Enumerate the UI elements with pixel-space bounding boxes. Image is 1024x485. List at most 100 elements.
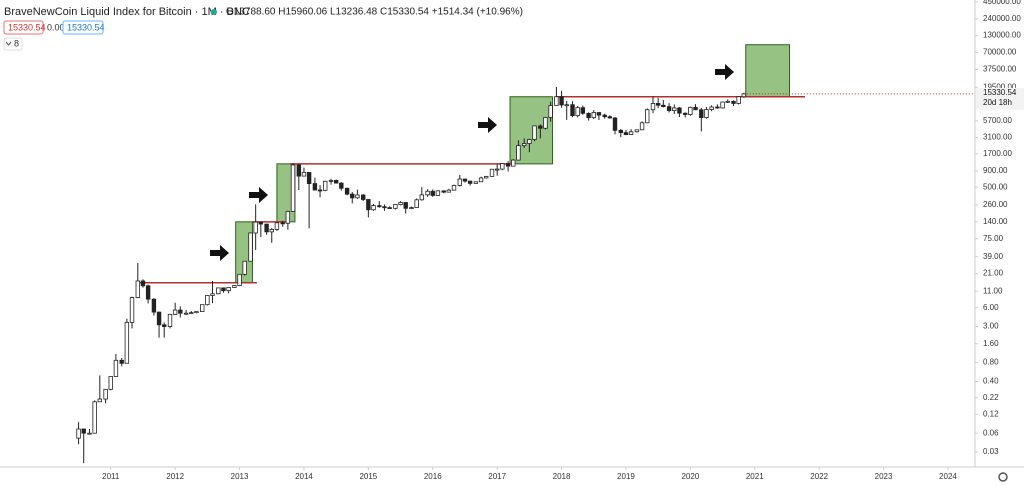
candle-body: [554, 96, 559, 106]
candle-body: [290, 164, 296, 212]
candle-body: [409, 207, 414, 210]
y-tick-label: 3.00: [983, 322, 999, 331]
candle-body: [441, 190, 446, 193]
candle-body: [425, 190, 430, 196]
x-tick-label: 2012: [166, 472, 184, 481]
candle-body: [151, 298, 157, 313]
arrow: [715, 64, 734, 80]
candle-body: [387, 207, 392, 210]
candle-body: [87, 432, 92, 435]
spread: 0.00: [47, 22, 65, 32]
y-tick-label: 140.00: [983, 217, 1008, 226]
candle-body: [532, 125, 537, 140]
x-tick-label: 2019: [617, 472, 635, 481]
candle-body: [628, 131, 634, 135]
candle-body: [167, 313, 173, 327]
sell-badge[interactable]: [3, 20, 44, 35]
candle-body: [591, 112, 596, 119]
candle-body: [414, 199, 419, 209]
candle-body: [361, 194, 366, 200]
candle-body: [221, 287, 226, 292]
candle-body: [248, 232, 253, 262]
candle-body: [226, 287, 231, 292]
candle-body: [178, 309, 183, 314]
price-label: 15330.54: [983, 88, 1017, 97]
candle-body: [92, 401, 97, 434]
candle-body: [430, 190, 435, 196]
y-tick-label: 21.00: [983, 269, 1004, 278]
candle-body: [398, 202, 403, 205]
y-tick-label: 0.12: [983, 409, 999, 418]
candle-body: [709, 106, 714, 110]
candle-body: [232, 285, 237, 288]
candle-body: [119, 359, 124, 364]
x-tick-label: 2011: [102, 472, 120, 481]
candle-body: [564, 104, 569, 107]
candle-body: [596, 112, 602, 116]
candle-body: [446, 189, 452, 193]
candle-body: [172, 309, 178, 315]
candle-body: [494, 168, 500, 171]
candle-body: [205, 295, 210, 306]
candle-body: [683, 112, 688, 115]
y-tick-label: 19500.00: [983, 82, 1017, 91]
candle-body: [81, 428, 86, 434]
candle-body: [140, 280, 146, 287]
x-tick-label: 2024: [939, 472, 957, 481]
candle-body: [350, 193, 355, 199]
candle-body: [328, 180, 334, 182]
candle-body: [516, 145, 521, 161]
candle-body: [135, 280, 141, 298]
candle-body: [650, 103, 656, 111]
y-tick-label: 260.00: [983, 200, 1008, 209]
price-label-box: [976, 87, 1024, 110]
x-tick-label: 2015: [359, 472, 377, 481]
y-tick-label: 70000.00: [983, 48, 1017, 57]
y-tick-label: 900.00: [983, 166, 1008, 175]
candle-body: [473, 181, 479, 184]
candle-body: [570, 104, 575, 117]
candle-body: [586, 112, 591, 119]
x-tick-label: 2018: [553, 472, 571, 481]
candle-body: [366, 199, 371, 211]
x-tick-label: 2013: [231, 472, 249, 481]
x-tick-label: 2023: [875, 472, 893, 481]
y-tick-label: 500.00: [983, 182, 1008, 191]
candle-body: [559, 96, 564, 106]
y-tick-label: 0.80: [983, 358, 999, 367]
buy-badge[interactable]: [62, 20, 104, 35]
y-tick-label: 1700.00: [983, 149, 1012, 158]
indicator-toggle[interactable]: [3, 37, 23, 51]
candle-body: [124, 321, 130, 364]
y-tick-label: 0.06: [983, 428, 999, 437]
candle-body: [688, 106, 693, 115]
settings-icon[interactable]: [998, 472, 1008, 482]
candle-body: [478, 177, 484, 183]
arrow: [478, 117, 497, 133]
candle-body: [666, 106, 672, 111]
chevron-icon: [5, 41, 12, 46]
x-tick-label: 2014: [295, 472, 313, 481]
candle-body: [382, 206, 387, 209]
candle-body: [655, 103, 661, 106]
candle-body: [285, 211, 291, 224]
candle-body: [543, 117, 548, 129]
y-tick-label: 37500.00: [983, 65, 1017, 74]
x-tick-label: 2020: [681, 472, 699, 481]
candle-body: [489, 168, 495, 177]
candle-body: [264, 223, 269, 233]
candle-body: [731, 100, 736, 104]
candle-body: [715, 106, 720, 109]
candle-body: [623, 132, 629, 135]
candle-body: [602, 114, 607, 118]
candle-body: [693, 106, 698, 111]
candle-body: [194, 311, 199, 314]
arrow: [249, 187, 268, 203]
arrows: [210, 64, 734, 261]
candle-body: [575, 107, 580, 117]
candle-body: [301, 171, 307, 177]
candle-body: [419, 194, 425, 201]
candle-body: [377, 205, 382, 208]
candle-body: [253, 221, 258, 234]
candle-body: [462, 178, 468, 182]
